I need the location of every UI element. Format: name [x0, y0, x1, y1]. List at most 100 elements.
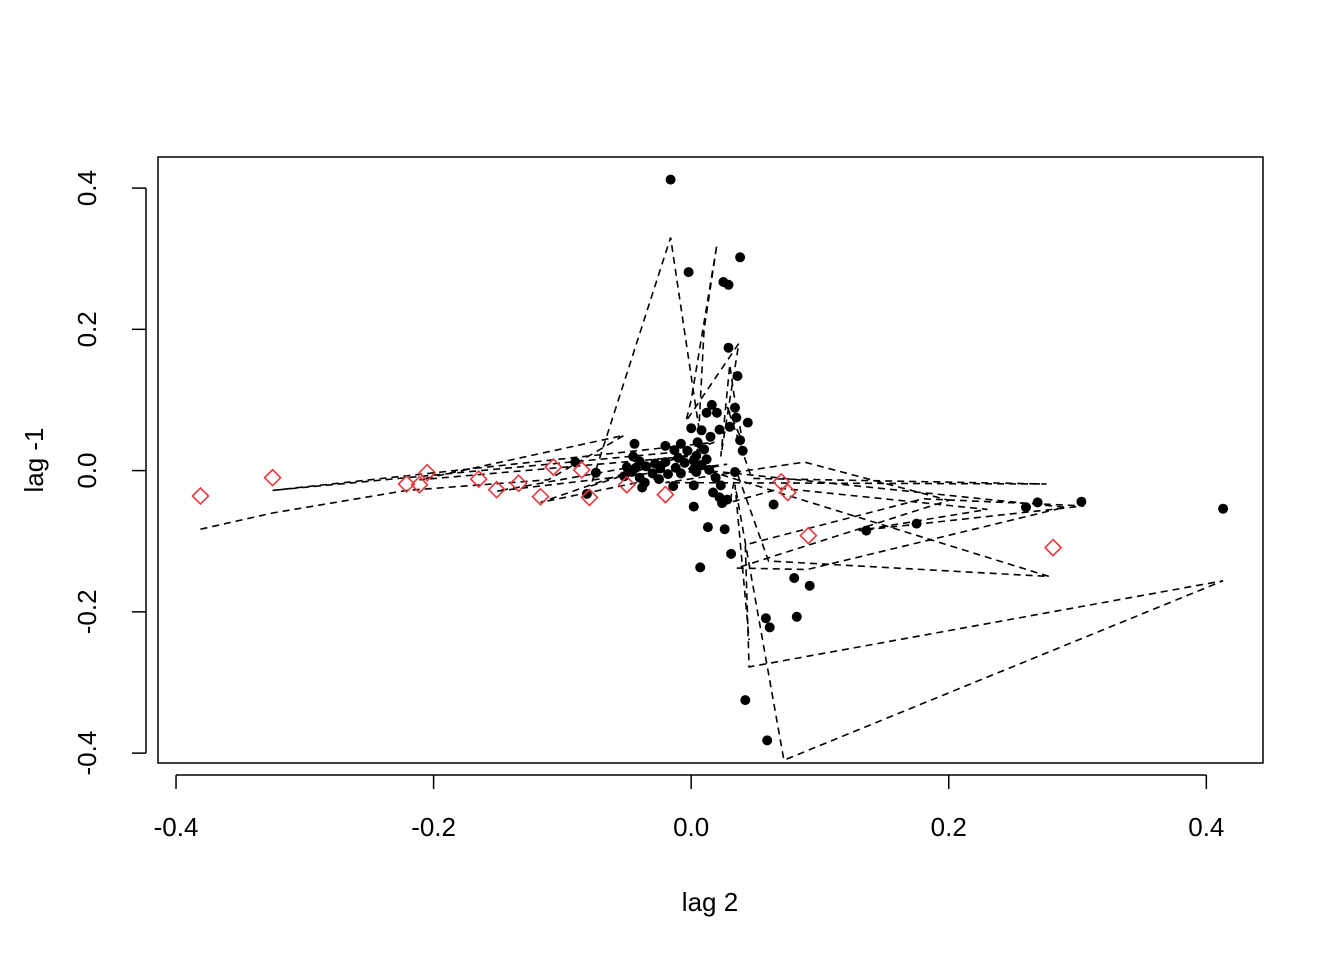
- black-point: [730, 467, 740, 477]
- black-point: [590, 467, 601, 478]
- black-point: [682, 445, 693, 456]
- black-point: [714, 424, 725, 435]
- black-point: [724, 421, 735, 432]
- black-point: [581, 488, 592, 499]
- black-point: [626, 467, 637, 477]
- black-point: [711, 407, 722, 418]
- black-point: [647, 468, 658, 479]
- black-point: [768, 499, 779, 510]
- black-point: [683, 267, 694, 278]
- black-point: [760, 613, 771, 624]
- black-point: [735, 252, 746, 263]
- black-point: [695, 562, 706, 573]
- red-diamond-point: [410, 475, 429, 494]
- y-tick-label: -0.4: [72, 731, 102, 776]
- x-tick-label: -0.2: [411, 812, 456, 842]
- black-point: [715, 480, 726, 491]
- black-point: [702, 522, 713, 533]
- black-point-layer: [570, 174, 1229, 746]
- red-diamond-point: [572, 460, 591, 480]
- black-point: [570, 457, 581, 468]
- black-point: [675, 468, 686, 479]
- black-point: [688, 455, 699, 466]
- plot-frame: [157, 156, 1264, 764]
- black-point: [699, 444, 710, 455]
- black-point: [737, 445, 748, 456]
- x-tick-label: 0.4: [1188, 812, 1224, 842]
- x-tick-label: 0.0: [673, 812, 709, 842]
- black-point: [723, 342, 734, 353]
- y-axis-title: lag -1: [19, 427, 49, 492]
- black-point: [705, 431, 716, 442]
- y-tick-label: 0.0: [72, 453, 102, 489]
- y-tick-label: 0.4: [72, 170, 102, 206]
- x-tick-label: 0.2: [931, 812, 967, 842]
- black-point: [719, 524, 730, 535]
- black-point: [691, 467, 702, 477]
- dashed-line-layer: [200, 237, 1224, 762]
- black-point: [726, 548, 737, 559]
- black-point: [804, 580, 815, 591]
- red-diamond-point: [531, 487, 550, 506]
- black-point: [731, 412, 742, 423]
- black-point: [637, 482, 648, 493]
- black-point: [688, 501, 699, 512]
- dashed-connecting-line: [200, 237, 1224, 762]
- red-diamond-point: [263, 468, 282, 487]
- red-diamond-point: [509, 474, 528, 493]
- black-point: [762, 735, 773, 746]
- black-point: [730, 402, 740, 413]
- black-point: [660, 440, 671, 451]
- black-point: [701, 407, 712, 418]
- black-point: [710, 472, 721, 483]
- black-point: [1032, 497, 1043, 508]
- black-point: [1076, 496, 1087, 507]
- black-point: [764, 622, 775, 633]
- y-tick-label: 0.2: [72, 311, 102, 347]
- black-point: [655, 463, 666, 474]
- black-point: [732, 371, 743, 381]
- red-diamond-point: [418, 463, 437, 482]
- red-diamond-point: [580, 488, 599, 507]
- black-point: [679, 457, 690, 468]
- x-axis: -0.4 -0.2 0.0 0.2 0.4: [154, 774, 1224, 842]
- black-point: [1021, 502, 1031, 513]
- black-point: [669, 445, 680, 456]
- black-point: [861, 525, 872, 536]
- red-diamond-point: [772, 472, 791, 492]
- black-point: [675, 438, 686, 449]
- red-diamond-point: [656, 485, 675, 504]
- x-tick-label: -0.4: [154, 812, 199, 842]
- black-point: [619, 471, 630, 482]
- black-point: [663, 469, 673, 480]
- black-point: [789, 573, 800, 583]
- red-diamond-point: [469, 469, 488, 489]
- red-diamond-layer: [191, 457, 1063, 557]
- black-point: [665, 174, 676, 185]
- black-point: [641, 461, 652, 472]
- black-point: [791, 611, 802, 622]
- black-point: [1218, 503, 1229, 514]
- black-point: [668, 481, 679, 492]
- red-diamond-point: [1043, 538, 1063, 557]
- black-point: [654, 474, 664, 485]
- y-tick-label: -0.2: [72, 589, 102, 634]
- black-point: [735, 435, 746, 446]
- red-diamond-point: [544, 457, 563, 477]
- red-diamond-point: [799, 526, 818, 545]
- black-point: [696, 459, 707, 470]
- black-point: [742, 417, 753, 428]
- black-point: [696, 425, 707, 436]
- x-axis-title: lag 2: [682, 887, 738, 917]
- red-diamond-point: [778, 483, 797, 502]
- black-point: [911, 518, 922, 529]
- black-point: [692, 437, 703, 448]
- black-point: [717, 498, 728, 509]
- black-point: [629, 438, 640, 449]
- red-diamond-point: [191, 486, 210, 506]
- black-point: [740, 695, 751, 706]
- black-point: [723, 279, 734, 290]
- black-point: [688, 480, 699, 491]
- black-point: [706, 399, 717, 410]
